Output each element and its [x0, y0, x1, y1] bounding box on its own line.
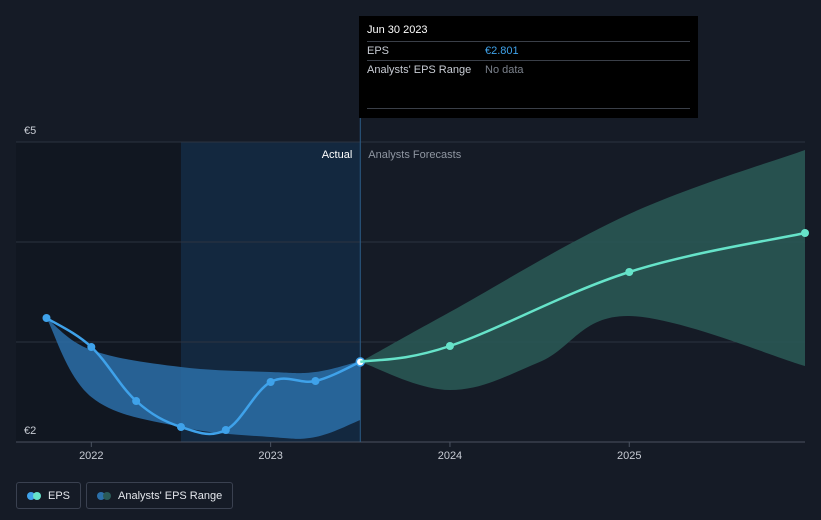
tooltip-date: Jun 30 2023 — [367, 24, 428, 36]
eps-dot-forecast — [33, 491, 41, 500]
legend-analysts-range[interactable]: Analysts' EPS Range — [86, 482, 234, 509]
forecast-label: Analysts Forecasts — [368, 149, 461, 161]
tooltip-range-row: Analysts' EPS Range No data — [367, 60, 690, 79]
legend-range-label: Analysts' EPS Range — [118, 489, 223, 502]
tooltip-divider — [367, 108, 690, 109]
eps-point-1-1 — [445, 342, 454, 350]
eps-point-1-3 — [801, 229, 809, 237]
tooltip: Jun 30 2023 EPS €2.801 Analysts' EPS Ran… — [359, 16, 698, 118]
eps-point-1-2 — [625, 268, 634, 276]
x-tick-label-0: 2022 — [79, 450, 103, 462]
eps-point-0-4 — [221, 426, 230, 434]
range-dot-forecast — [103, 491, 111, 500]
x-tick-label-3: 2025 — [617, 450, 641, 462]
series-line-0 — [45, 316, 361, 436]
eps-point-0-5 — [266, 378, 275, 386]
legend-eps-label: EPS — [48, 489, 71, 502]
tooltip-range-value: No data — [485, 64, 524, 76]
eps-point-0-3 — [176, 423, 185, 431]
range-legend-icon — [97, 491, 111, 500]
tooltip-eps-row: EPS €2.801 — [367, 41, 690, 60]
analysts-range-forecast-band — [360, 150, 805, 390]
tooltip-eps-label: EPS — [367, 45, 390, 57]
tooltip-eps-value: €2.801 — [485, 45, 519, 57]
series-line-1 — [360, 231, 806, 364]
eps-point-0-2 — [132, 397, 141, 405]
eps-point-0-6 — [311, 377, 320, 385]
eps-point-0-1 — [87, 343, 96, 351]
eps-dot-actual — [27, 491, 35, 500]
eps-point-0-0 — [42, 314, 51, 322]
x-tick-label-1: 2023 — [258, 450, 282, 462]
x-tick-label-2: 2024 — [438, 450, 462, 462]
y-label-top: €5 — [24, 125, 36, 137]
range-dot-actual — [97, 491, 105, 500]
analysts-range-actual-band — [46, 318, 361, 439]
actual-label: Actual — [322, 149, 353, 161]
eps-legend-icon — [27, 491, 41, 500]
tooltip-range-label: Analysts' EPS Range — [367, 64, 472, 76]
y-label-bottom: €2 — [24, 425, 36, 437]
legend-eps[interactable]: EPS — [16, 482, 82, 509]
